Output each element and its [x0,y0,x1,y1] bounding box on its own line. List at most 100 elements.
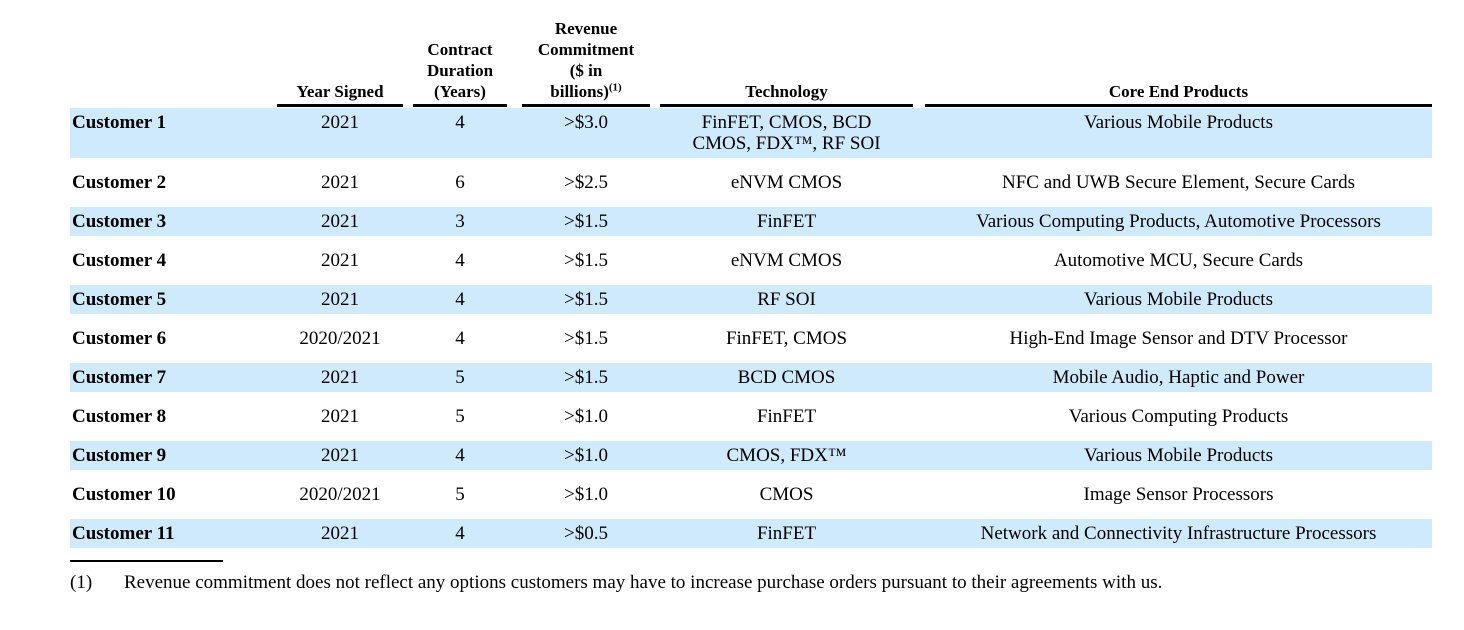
revenue-commitment-cell: >$1.0 [564,483,608,505]
revenue-commitment-cell: >$1.5 [522,362,650,392]
customer-cell: Customer 5 [70,284,277,314]
column-spacer [403,107,413,158]
technology-cell: eNVM CMOS [730,249,843,271]
column-spacer [507,168,522,197]
column-spacer [507,206,522,236]
col-header-year-signed: Year Signed [277,18,403,107]
col-header-contract-duration: Contract Duration (Years) [413,18,507,107]
contract-duration-cell: 4 [413,518,507,548]
core-end-products-cell: Various Mobile Products [925,284,1432,314]
column-spacer [913,402,925,431]
year-signed-cell: 2020/2021 [299,483,381,505]
contract-duration-cell: 4 [413,284,507,314]
core-end-products-cell: Image Sensor Processors [1083,483,1274,505]
column-spacer [650,440,660,470]
revenue-commitment-cell: >$1.5 [564,327,608,349]
technology-cell: RF SOI [660,284,913,314]
col-header-customer [70,18,277,106]
footnote-reference: (1) [608,81,622,94]
contract-duration-cell: 6 [455,171,465,193]
technology-cell: eNVM CMOS [730,171,843,193]
row-spacer [70,158,1432,168]
column-spacer [403,518,413,548]
technology-cell: FinFET [660,518,913,548]
column-spacer [913,107,925,158]
revenue-commitment-cell: >$1.0 [564,405,608,427]
year-signed-cell: 2021 [277,518,403,548]
column-spacer [507,246,522,275]
footnote-text: Revenue commitment does not reflect any … [124,571,1163,593]
revenue-commitment-cell: >$1.5 [564,249,608,271]
column-spacer [507,518,522,548]
col-header-core-end-products: Core End Products [925,18,1432,107]
column-spacer [507,440,522,470]
contract-duration-cell: 3 [413,206,507,236]
column-spacer [507,284,522,314]
revenue-commitment-cell: >$3.0 [522,107,650,158]
year-signed-cell: 2021 [277,284,403,314]
column-spacer [650,246,660,275]
table-row: Customer 4 2021 4 >$1.5 eNVM CMOS Automo… [70,246,1432,275]
row-spacer [70,314,1432,324]
row-spacer [70,275,1432,285]
customer-cell: Customer 6 [72,327,167,349]
customer-cell: Customer 11 [70,518,277,548]
column-spacer [650,402,660,431]
column-spacer [913,206,925,236]
table-row: Customer 1 2021 4 >$3.0 FinFET, CMOS, BC… [70,107,1432,158]
table-row: Customer 7 2021 5 >$1.5 BCD CMOS Mobile … [70,362,1432,392]
footnote-marker: (1) [70,571,93,593]
column-spacer [650,18,660,106]
row-spacer [70,353,1432,363]
year-signed-cell: 2020/2021 [299,327,381,349]
table-header-row: Year Signed Contract Duration (Years) Re… [70,18,1432,107]
core-end-products-cell: Various Mobile Products [925,440,1432,470]
row-spacer [70,509,1432,519]
customer-cell: Customer 10 [72,483,176,505]
row-spacer [70,392,1432,402]
core-end-products-cell: Network and Connectivity Infrastructure … [925,518,1432,548]
row-spacer [70,236,1432,246]
contract-duration-cell: 5 [413,362,507,392]
column-spacer [507,18,522,106]
col-header-technology: Technology [660,18,913,107]
revenue-commitment-cell: >$0.5 [522,518,650,548]
revenue-commitment-cell: >$1.5 [522,284,650,314]
table-row: Customer 6 2020/2021 4 >$1.5 FinFET, CMO… [70,324,1432,353]
technology-cell: FinFET, CMOS [725,327,848,349]
column-spacer [913,324,925,353]
customer-commitments-table: Year Signed Contract Duration (Years) Re… [70,18,1432,548]
column-spacer [403,284,413,314]
core-end-products-cell: Various Computing Products [1068,405,1289,427]
column-spacer [650,168,660,197]
column-spacer [650,107,660,158]
table-row: Customer 9 2021 4 >$1.0 CMOS, FDX™ Vario… [70,440,1432,470]
column-spacer [913,18,925,106]
column-spacer [650,206,660,236]
column-spacer [403,440,413,470]
column-spacer [913,168,925,197]
core-end-products-cell: Various Computing Products, Automotive P… [925,206,1432,236]
column-spacer [650,362,660,392]
revenue-commitment-cell: >$2.5 [564,171,608,193]
year-signed-cell: 2021 [321,171,359,193]
column-spacer [403,168,413,197]
year-signed-cell: 2021 [321,405,359,427]
row-spacer [70,431,1432,441]
technology-cell: FinFET [756,405,817,427]
column-spacer [403,402,413,431]
revenue-commitment-header-text: Revenue Commitment ($ in billions) [537,19,635,101]
customer-cell: Customer 1 [70,107,277,158]
column-spacer [507,324,522,353]
column-spacer [403,362,413,392]
technology-cell: BCD CMOS [660,362,913,392]
customer-cell: Customer 2 [72,171,167,193]
column-spacer [650,324,660,353]
contract-duration-cell: 4 [413,440,507,470]
technology-cell: CMOS [759,483,814,505]
column-spacer [507,402,522,431]
column-spacer [650,518,660,548]
column-spacer [913,440,925,470]
contract-duration-cell: 5 [455,483,465,505]
